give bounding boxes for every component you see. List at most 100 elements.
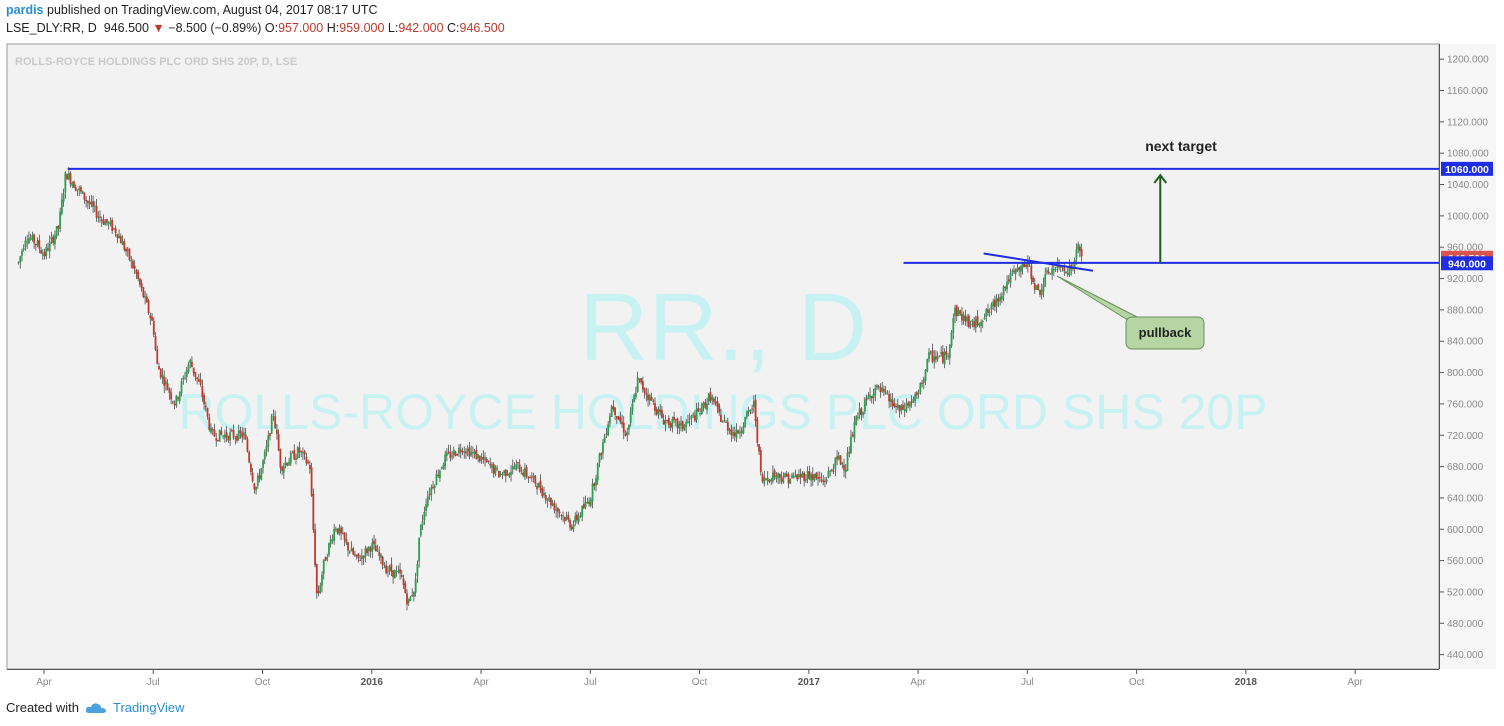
candle-body xyxy=(577,516,580,522)
candle-body xyxy=(726,422,729,431)
y-tick-label: 600.000 xyxy=(1447,525,1484,536)
candle-body xyxy=(784,473,786,478)
candle-body xyxy=(229,432,231,441)
candle-body xyxy=(891,399,894,406)
candle-body xyxy=(617,416,620,420)
candle-body xyxy=(992,301,995,307)
candle-body xyxy=(589,499,592,506)
candle-body xyxy=(799,474,802,478)
x-tick-label: Jul xyxy=(147,677,160,688)
candle-body xyxy=(471,452,474,453)
candle-body xyxy=(624,433,627,436)
candle-body xyxy=(248,452,251,463)
pullback-callout[interactable] xyxy=(1125,316,1205,350)
candle-body xyxy=(1009,273,1012,284)
candle-body xyxy=(328,543,330,555)
candle-body xyxy=(158,366,160,370)
y-tick-label: 840.000 xyxy=(1447,337,1484,348)
candle-body xyxy=(168,389,171,393)
candle-body xyxy=(530,476,533,478)
candle-body xyxy=(338,527,341,535)
candle-body xyxy=(532,475,535,478)
candle-body xyxy=(935,356,937,360)
candle-body xyxy=(165,381,167,385)
candle-body xyxy=(1014,269,1017,275)
candle-body xyxy=(758,444,760,452)
candle-body xyxy=(282,466,285,473)
candle-body xyxy=(119,236,122,244)
tradingview-link[interactable]: TradingView xyxy=(112,700,185,715)
candle-body xyxy=(707,394,710,402)
candle-body xyxy=(359,559,362,561)
candle-body xyxy=(307,461,310,464)
candle-body xyxy=(444,454,447,467)
candle-body xyxy=(619,417,622,422)
candles xyxy=(17,167,1083,611)
candle-body xyxy=(647,394,649,400)
candle-body xyxy=(655,409,658,415)
candle-body xyxy=(171,401,174,403)
candle-body xyxy=(520,473,523,475)
y-tick-label: 920.000 xyxy=(1447,274,1484,285)
candle-body xyxy=(716,401,719,407)
candle-body xyxy=(204,405,207,408)
candle-body xyxy=(477,454,479,458)
candle-body xyxy=(874,388,877,396)
candle-body xyxy=(614,407,616,415)
candle-body xyxy=(60,199,63,214)
candle-body xyxy=(794,475,797,478)
candle-body xyxy=(74,187,77,191)
candle-body xyxy=(581,506,584,518)
candle-body xyxy=(62,193,65,202)
candle-body xyxy=(223,434,226,438)
candle-body xyxy=(191,361,193,367)
candle-body xyxy=(756,419,759,443)
candle-body xyxy=(693,415,696,421)
candle-body xyxy=(959,310,962,314)
candle-body xyxy=(596,463,599,481)
candle-body xyxy=(21,250,23,256)
candle-body xyxy=(971,320,974,322)
candle-body xyxy=(161,374,164,378)
candle-body xyxy=(106,219,108,223)
candle-body xyxy=(983,317,986,320)
candle-body xyxy=(683,425,686,431)
footer: Created with TradingView xyxy=(6,700,185,715)
candle-body xyxy=(978,323,981,326)
chart-title: ROLLS-ROYCE HOLDINGS PLC ORD SHS 20P, D,… xyxy=(15,56,297,68)
candle-body xyxy=(513,468,516,470)
candle-body xyxy=(742,425,745,433)
candle-body xyxy=(806,471,809,480)
candle-body xyxy=(546,500,549,502)
author-name[interactable]: pardis xyxy=(6,3,44,17)
candle-body xyxy=(393,570,396,579)
candle-body xyxy=(900,405,903,411)
candle-body xyxy=(855,416,858,425)
candle-body xyxy=(265,446,268,452)
candle-body xyxy=(987,309,989,313)
candle-body xyxy=(522,472,525,476)
candle-body xyxy=(803,472,806,481)
candle-body xyxy=(633,395,636,403)
candle-body xyxy=(725,421,727,423)
candle-body xyxy=(475,450,478,460)
symbol-name: LSE_DLY:RR, D xyxy=(6,21,97,35)
candle-body xyxy=(529,477,532,479)
candle-body xyxy=(922,378,925,383)
candle-body xyxy=(360,555,363,559)
candle-body xyxy=(704,402,707,408)
candle-body xyxy=(862,412,864,415)
candle-body xyxy=(548,497,551,501)
trend-line[interactable] xyxy=(983,252,1094,272)
candle-body xyxy=(789,479,792,484)
candle-body xyxy=(609,416,611,424)
candle-body xyxy=(217,439,219,441)
candle-body xyxy=(929,351,932,353)
candle-body xyxy=(152,320,155,335)
next-target-label[interactable]: next target xyxy=(1145,138,1217,154)
candle-body xyxy=(751,408,754,410)
candle-body xyxy=(940,352,943,355)
candle-body xyxy=(478,456,481,462)
candle-body xyxy=(846,452,849,471)
